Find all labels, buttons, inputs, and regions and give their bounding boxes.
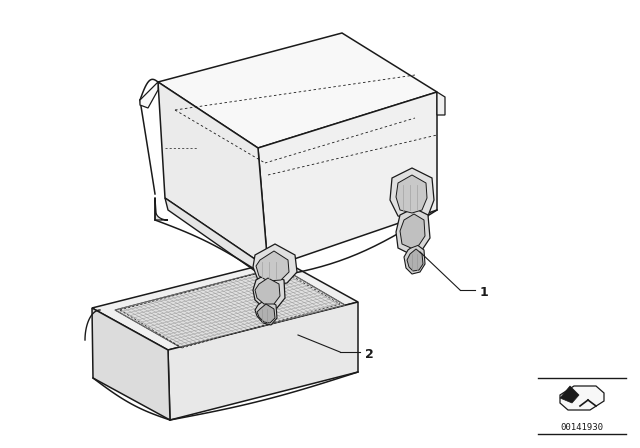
Polygon shape [168, 302, 358, 420]
Polygon shape [407, 249, 423, 271]
Text: 1: 1 [480, 285, 489, 298]
Polygon shape [158, 82, 268, 268]
Polygon shape [257, 304, 275, 323]
Polygon shape [92, 260, 358, 350]
Polygon shape [404, 244, 425, 274]
Polygon shape [158, 33, 437, 148]
Polygon shape [390, 168, 434, 220]
Polygon shape [437, 92, 445, 115]
Polygon shape [115, 267, 345, 347]
Polygon shape [253, 273, 285, 308]
Polygon shape [253, 244, 297, 285]
Polygon shape [155, 198, 168, 220]
Text: 00141930: 00141930 [561, 422, 604, 431]
Polygon shape [396, 208, 430, 254]
Polygon shape [258, 92, 437, 268]
Polygon shape [256, 251, 289, 281]
Polygon shape [560, 386, 579, 403]
Text: 2: 2 [365, 348, 374, 361]
Polygon shape [400, 214, 425, 248]
Polygon shape [396, 175, 427, 213]
Polygon shape [560, 386, 604, 410]
Polygon shape [92, 308, 170, 420]
Polygon shape [165, 198, 268, 280]
Polygon shape [140, 82, 158, 108]
Polygon shape [255, 278, 280, 304]
Polygon shape [255, 299, 277, 325]
